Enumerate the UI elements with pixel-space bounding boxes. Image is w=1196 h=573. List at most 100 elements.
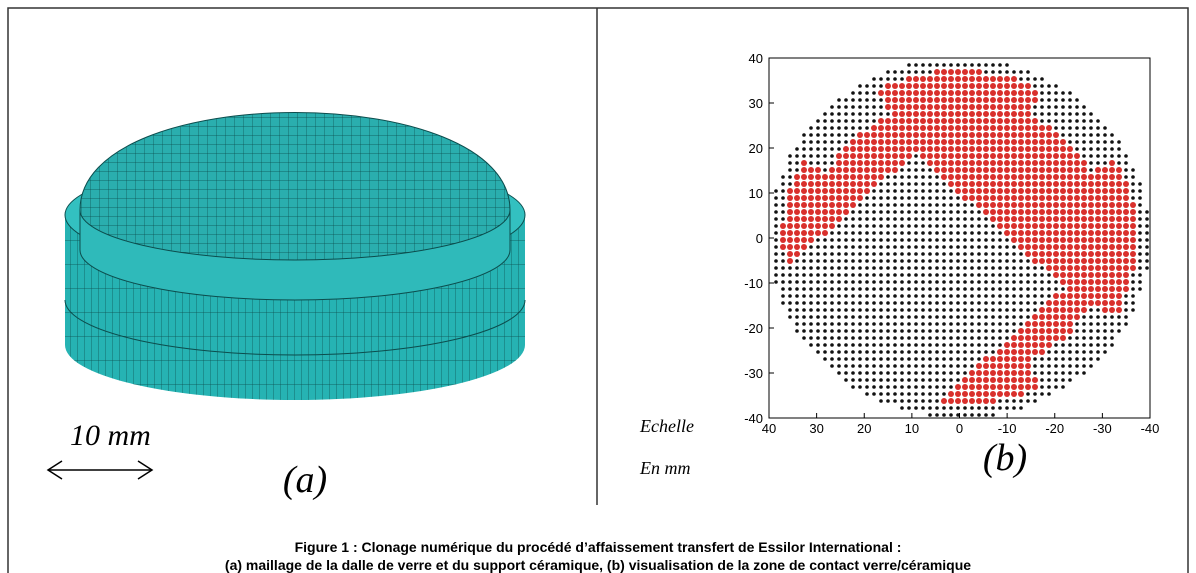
contact-point (815, 174, 821, 180)
contact-point (844, 280, 848, 284)
contact-point (851, 378, 855, 382)
contact-point (1026, 287, 1030, 291)
contact-point (1046, 335, 1052, 341)
contact-point (899, 104, 905, 110)
contact-point (816, 252, 820, 256)
contact-point (941, 69, 947, 75)
contact-point (984, 245, 988, 249)
contact-point (1012, 301, 1016, 305)
contact-point (1067, 321, 1073, 327)
contact-point (1004, 83, 1010, 89)
contact-point (1025, 181, 1031, 187)
contact-point (857, 146, 863, 152)
contact-point (1061, 287, 1065, 291)
contact-point (1109, 258, 1115, 264)
contact-point (984, 224, 988, 228)
contact-point (983, 195, 989, 201)
contact-point (823, 266, 827, 270)
contact-point (1138, 217, 1142, 221)
contact-point (990, 398, 996, 404)
contact-point (1095, 244, 1101, 250)
contact-point (921, 371, 925, 375)
contact-point (851, 266, 855, 270)
contact-point (907, 343, 911, 347)
contact-point (1081, 300, 1087, 306)
contact-point (1032, 153, 1038, 159)
contact-point (1124, 301, 1128, 305)
contact-point (970, 287, 974, 291)
contact-point (990, 209, 996, 215)
contact-point (899, 97, 905, 103)
contact-point (949, 252, 953, 256)
y-tick-label: 10 (749, 186, 763, 201)
contact-point (836, 195, 842, 201)
contact-point (956, 203, 960, 207)
contact-point (1103, 322, 1107, 326)
contact-point (1005, 259, 1009, 263)
contact-point (928, 266, 932, 270)
contact-point (900, 273, 904, 277)
contact-point (997, 195, 1003, 201)
contact-point (851, 98, 855, 102)
contact-point (1011, 356, 1017, 362)
contact-point (1039, 307, 1045, 313)
contact-point (1061, 364, 1065, 368)
contact-point (1116, 216, 1122, 222)
contact-point (801, 223, 807, 229)
contact-point (1040, 357, 1044, 361)
contact-point (984, 350, 988, 354)
contact-point (1005, 238, 1009, 242)
contact-point (858, 245, 862, 249)
contact-point (844, 133, 848, 137)
contact-point (1012, 280, 1016, 284)
contact-point (1032, 251, 1038, 257)
contact-point (809, 133, 813, 137)
contact-point (787, 237, 793, 243)
contact-point (962, 153, 968, 159)
contact-point (928, 357, 932, 361)
contact-point (1046, 139, 1052, 145)
contact-point (1096, 315, 1100, 319)
contact-point (1032, 321, 1038, 327)
contact-point (991, 259, 995, 263)
contact-point (949, 301, 953, 305)
contact-point (935, 231, 939, 235)
contact-point (1117, 140, 1121, 144)
contact-point (808, 216, 814, 222)
contact-point (865, 364, 869, 368)
contact-point (858, 371, 862, 375)
contact-point (948, 160, 954, 166)
contact-point (864, 139, 870, 145)
contact-point (865, 301, 869, 305)
contact-point (892, 160, 898, 166)
contact-point (1123, 181, 1129, 187)
contact-point (1116, 300, 1122, 306)
contact-point (1026, 315, 1030, 319)
contact-point (879, 112, 883, 116)
contact-point (1067, 279, 1073, 285)
y-tick-label: 20 (749, 141, 763, 156)
contact-point (858, 126, 862, 130)
contact-point (886, 294, 890, 298)
contact-point (991, 266, 995, 270)
contact-point (774, 196, 778, 200)
contact-point (1039, 202, 1045, 208)
contact-point (1032, 188, 1038, 194)
contact-point (956, 245, 960, 249)
contact-point (1074, 202, 1080, 208)
contact-point (850, 167, 856, 173)
contact-point (928, 301, 932, 305)
contact-point (1068, 378, 1072, 382)
contact-point (1018, 363, 1024, 369)
contact-point (976, 363, 982, 369)
contact-point (955, 181, 961, 187)
contact-point (1131, 294, 1135, 298)
contact-point (1088, 216, 1094, 222)
contact-point (970, 280, 974, 284)
contact-point (1053, 181, 1059, 187)
contact-point (1018, 328, 1024, 334)
contact-point (997, 104, 1003, 110)
contact-point (900, 252, 904, 256)
contact-point (1075, 364, 1079, 368)
contact-point (941, 97, 947, 103)
